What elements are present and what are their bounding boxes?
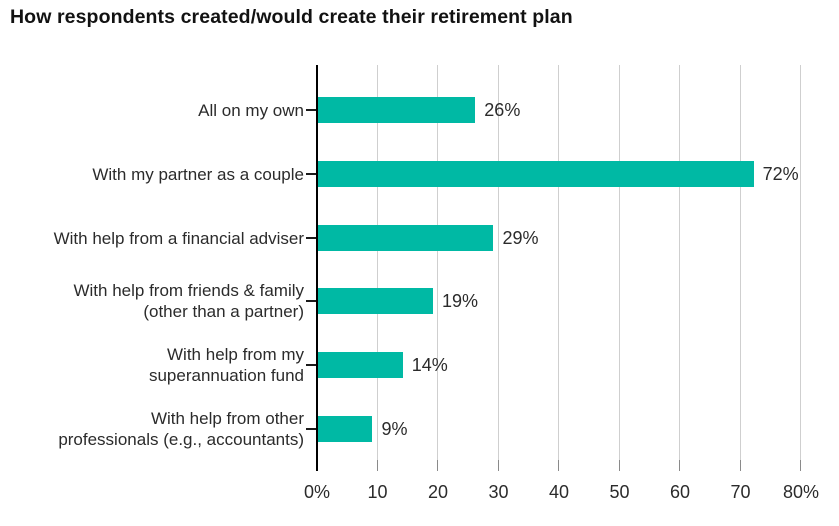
category-tick xyxy=(306,173,316,175)
category-tick xyxy=(306,237,316,239)
x-tick-label: 0% xyxy=(303,482,331,502)
gridline xyxy=(679,65,680,471)
category-label-line: With help from other xyxy=(150,409,304,428)
x-axis-tick xyxy=(739,460,741,471)
gridline xyxy=(739,65,741,471)
bar-value-label: 72% xyxy=(762,164,799,184)
bar xyxy=(318,161,754,187)
x-tick-label: 80% xyxy=(782,482,820,502)
x-tick-label: 50 xyxy=(609,482,630,502)
category-label-line: With help from friends & family xyxy=(73,281,304,300)
category-label-line: superannuation fund xyxy=(148,366,304,385)
x-tick-label: 30 xyxy=(488,482,509,502)
category-tick xyxy=(306,300,316,302)
category-label: All on my own xyxy=(198,100,304,121)
gridline xyxy=(558,65,559,471)
gridline xyxy=(800,65,801,471)
x-tick-label: 20 xyxy=(427,482,449,502)
y-axis-line xyxy=(316,65,318,471)
category-label-line: All on my own xyxy=(198,100,304,120)
gridline xyxy=(437,65,438,471)
category-label-line: With my partner as a couple xyxy=(92,164,304,184)
x-axis-tick xyxy=(376,460,378,471)
x-axis-tick xyxy=(679,460,680,471)
bar-value-label: 26% xyxy=(484,100,521,120)
bar-value-label: 9% xyxy=(381,419,408,439)
x-tick-label: 40 xyxy=(548,482,570,502)
bar xyxy=(318,225,494,251)
x-axis-tick xyxy=(437,460,438,471)
bar xyxy=(318,416,373,442)
category-label: With help from friends & family (other th… xyxy=(73,280,304,322)
category-label-line: professionals (e.g., accountants) xyxy=(58,430,304,449)
chart-title: How respondents created/would create the… xyxy=(10,6,573,28)
gridline xyxy=(376,65,378,471)
category-tick xyxy=(306,364,316,366)
x-tick-label: 10 xyxy=(367,482,388,502)
bar xyxy=(318,352,403,378)
category-label: With help from my superannuation fund xyxy=(149,344,304,386)
category-label: With my partner as a couple xyxy=(92,164,304,185)
category-label: With help from other professionals (e.g.,… xyxy=(58,408,304,450)
bar-value-label: 19% xyxy=(441,291,478,311)
x-axis-tick xyxy=(618,460,620,471)
x-tick-label: 60 xyxy=(669,482,691,502)
bar-value-label: 14% xyxy=(411,355,448,375)
category-tick xyxy=(306,109,316,111)
x-axis-tick xyxy=(800,460,801,471)
category-tick xyxy=(306,428,316,430)
x-axis-tick xyxy=(558,460,559,471)
x-axis-tick xyxy=(497,460,499,471)
bar xyxy=(318,97,476,123)
category-label-line: (other than a partner) xyxy=(143,302,304,321)
bar-value-label: 29% xyxy=(502,228,539,248)
category-label-line: With help from my xyxy=(167,345,304,364)
gridline xyxy=(618,65,620,471)
x-tick-label: 70 xyxy=(730,482,751,502)
category-label-line: With help from a financial adviser xyxy=(53,228,304,248)
category-label: With help from a financial adviser xyxy=(54,228,304,249)
gridline xyxy=(497,65,499,471)
bar xyxy=(318,288,433,314)
